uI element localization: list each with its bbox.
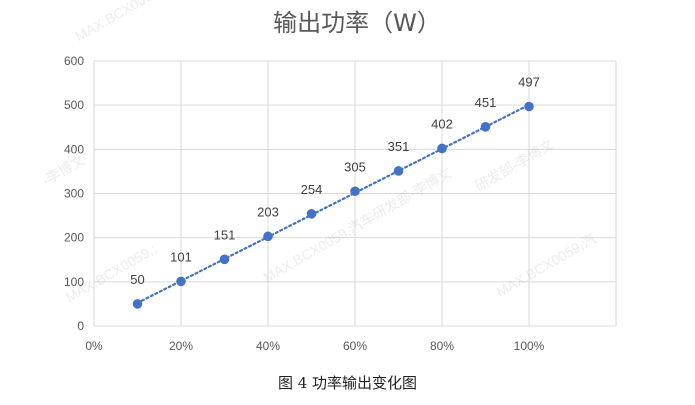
chart: 输出功率（W） 0 100 200 300 400 500 600 0% 20% 40% 60% 8… xyxy=(64,9,617,353)
data-point xyxy=(306,209,317,219)
data-label: 402 xyxy=(431,116,453,131)
y-tick-label: 200 xyxy=(64,231,84,245)
data-label: 451 xyxy=(475,95,497,110)
data-point xyxy=(350,186,360,197)
y-tick-label: 600 xyxy=(64,54,84,68)
y-axis-ticks: 0 100 200 300 400 500 600 xyxy=(64,54,84,333)
data-label: 151 xyxy=(214,227,236,242)
y-tick-label: 300 xyxy=(64,187,84,201)
data-label: 305 xyxy=(344,159,366,174)
data-label: 254 xyxy=(301,182,323,197)
data-label: 497 xyxy=(518,74,540,89)
y-tick-label: 100 xyxy=(64,275,84,289)
y-tick-label: 0 xyxy=(77,319,84,333)
data-points xyxy=(132,101,534,309)
x-tick-label: 80% xyxy=(430,339,454,353)
data-point xyxy=(132,299,143,309)
data-label: 50 xyxy=(130,272,144,287)
y-tick-label: 400 xyxy=(64,142,84,156)
gridlines xyxy=(93,60,617,327)
data-point xyxy=(219,254,230,265)
data-point xyxy=(176,276,186,287)
data-point xyxy=(263,231,273,242)
data-label: 101 xyxy=(170,249,192,264)
chart-title: 输出功率（W） xyxy=(273,9,441,37)
data-point xyxy=(393,166,404,176)
figure-caption: 图 4 功率输出变化图 xyxy=(277,374,418,392)
x-tick-label: 0% xyxy=(85,339,103,353)
data-point xyxy=(524,101,534,112)
x-tick-label: 60% xyxy=(343,339,367,353)
x-axis-ticks: 0% 20% 40% 60% 80% 100% xyxy=(85,339,544,353)
data-point xyxy=(480,122,491,132)
data-label: 351 xyxy=(388,139,410,154)
data-labels: 50 101 151 203 254 305 351 402 451 497 xyxy=(130,74,540,286)
data-label: 203 xyxy=(257,204,279,219)
data-point xyxy=(437,143,447,154)
trendline-path xyxy=(136,103,531,305)
x-tick-label: 20% xyxy=(169,339,193,353)
trendline xyxy=(136,103,531,305)
x-tick-label: 40% xyxy=(256,339,280,353)
x-tick-label: 100% xyxy=(514,339,545,353)
y-tick-label: 500 xyxy=(64,98,84,112)
